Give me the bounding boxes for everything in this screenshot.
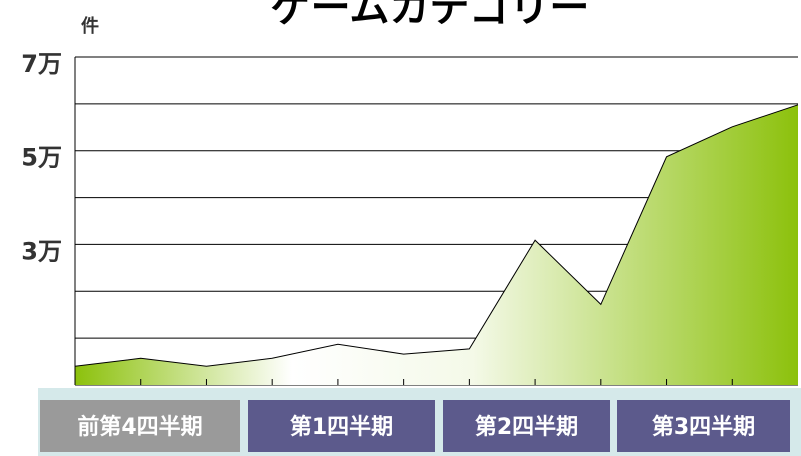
period-box <box>40 400 240 452</box>
period-label: 第2四半期 <box>475 414 578 440</box>
period-box <box>617 400 790 452</box>
period-label: 第3四半期 <box>652 414 755 440</box>
y-unit: 件 <box>81 15 99 37</box>
period-box <box>443 400 610 452</box>
period-label: 前第4四半期 <box>77 414 202 440</box>
y-tick-label: 5万 <box>21 144 62 172</box>
area-line <box>74 104 799 367</box>
chart-title: ゲームカテゴリー <box>271 0 590 31</box>
area-fill <box>75 104 798 386</box>
y-tick-label: 7万 <box>21 50 62 78</box>
period-box <box>248 400 435 452</box>
period-label: 第1四半期 <box>290 414 393 440</box>
y-tick-label: 3万 <box>21 237 62 265</box>
